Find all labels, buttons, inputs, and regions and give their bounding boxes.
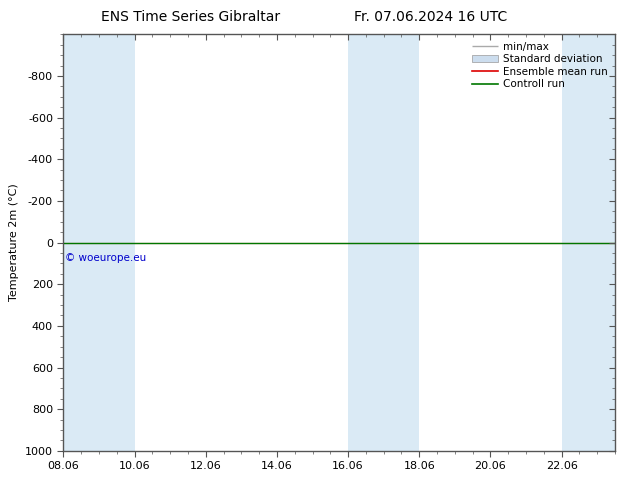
Y-axis label: Temperature 2m (°C): Temperature 2m (°C): [10, 184, 20, 301]
Bar: [562, 34, 597, 451]
Text: © woeurope.eu: © woeurope.eu: [65, 253, 146, 263]
Text: ENS Time Series Gibraltar: ENS Time Series Gibraltar: [101, 10, 280, 24]
Bar: [597, 34, 615, 451]
Bar: [99, 34, 134, 451]
Bar: [63, 34, 99, 451]
Bar: [384, 34, 419, 451]
Bar: [348, 34, 384, 451]
Text: Fr. 07.06.2024 16 UTC: Fr. 07.06.2024 16 UTC: [354, 10, 508, 24]
Legend: min/max, Standard deviation, Ensemble mean run, Controll run: min/max, Standard deviation, Ensemble me…: [470, 40, 610, 92]
